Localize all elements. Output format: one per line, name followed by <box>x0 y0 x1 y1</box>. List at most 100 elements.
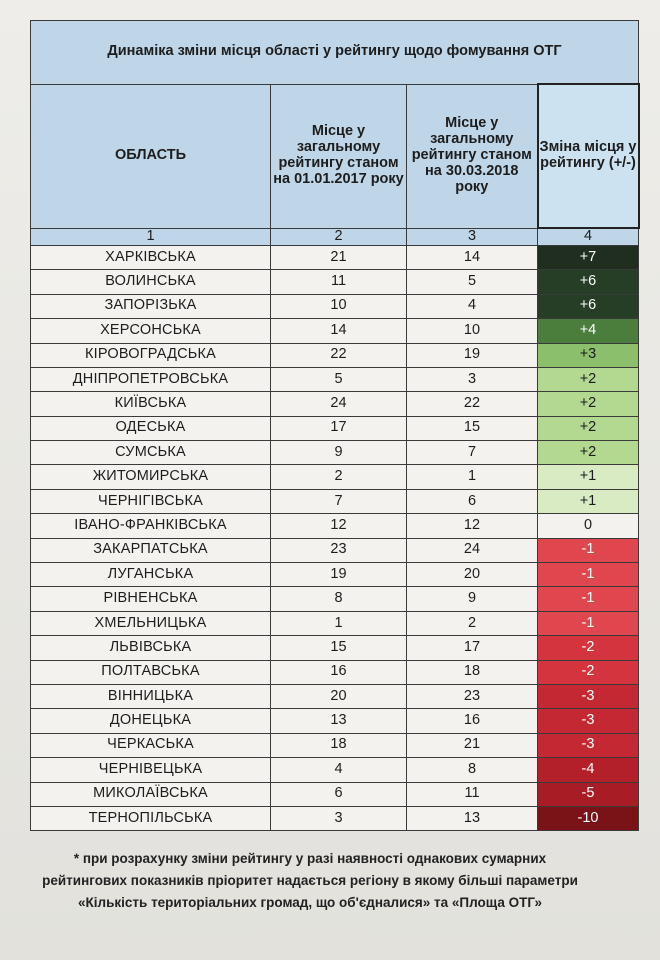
place-2017-cell: 3 <box>270 805 407 832</box>
table-row: ВОЛИНСЬКА 11 5 +6 <box>30 269 639 295</box>
region-cell: СУМСЬКА <box>30 440 271 466</box>
table-row: ХАРКІВСЬКА 21 14 +7 <box>30 244 639 271</box>
place-2017-cell: 9 <box>270 440 407 466</box>
change-cell: +6 <box>537 269 639 295</box>
table-row: ОДЕСЬКА 17 15 +2 <box>30 415 639 442</box>
header-place-2018: Місце у загальному рейтингу станом на 30… <box>406 83 538 229</box>
change-cell: -10 <box>537 805 639 832</box>
region-cell: ВОЛИНСЬКА <box>30 269 271 295</box>
place-2018-cell: 13 <box>406 805 538 832</box>
region-cell: ІВАНО-ФРАНКІВСЬКА <box>30 513 271 539</box>
table-row: ЖИТОМИРСЬКА 2 1 +1 <box>30 464 639 490</box>
change-cell: +1 <box>537 464 639 490</box>
place-2018-cell: 17 <box>406 635 538 661</box>
table-row: ДОНЕЦЬКА 13 16 -3 <box>30 708 639 734</box>
region-cell: ВІННИЦЬКА <box>30 683 271 710</box>
change-cell: -2 <box>537 635 639 661</box>
change-cell: +2 <box>537 391 639 417</box>
region-cell: ЗАКАРПАТСЬКА <box>30 537 271 564</box>
change-cell: +2 <box>537 415 639 442</box>
place-2018-cell: 8 <box>406 757 538 783</box>
table-title: Динаміка зміни місця області у рейтингу … <box>30 20 639 85</box>
table-row: ЗАПОРІЗЬКА 10 4 +6 <box>30 293 639 320</box>
place-2018-cell: 14 <box>406 244 538 271</box>
region-cell: КИЇВСЬКА <box>30 391 271 417</box>
change-cell: +2 <box>537 366 639 393</box>
region-cell: ЖИТОМИРСЬКА <box>30 464 271 490</box>
header-region: ОБЛАСТЬ <box>30 83 271 229</box>
rating-table: Динаміка зміни місця області у рейтингу … <box>30 20 640 832</box>
region-cell: РІВНЕНСЬКА <box>30 586 271 612</box>
change-cell: -1 <box>537 562 639 588</box>
place-2018-cell: 6 <box>406 488 538 515</box>
place-2017-cell: 6 <box>270 781 407 807</box>
column-number-row: 1 2 3 4 <box>30 227 639 246</box>
change-cell: -3 <box>537 732 639 759</box>
header-change: Зміна місця у рейтингу (+/-) <box>536 83 640 229</box>
change-cell: +7 <box>537 244 639 271</box>
table-row: ВІННИЦЬКА 20 23 -3 <box>30 683 639 710</box>
place-2017-cell: 8 <box>270 586 407 612</box>
place-2018-cell: 7 <box>406 440 538 466</box>
place-2017-cell: 14 <box>270 318 407 344</box>
place-2017-cell: 5 <box>270 366 407 393</box>
region-cell: ЛУГАНСЬКА <box>30 562 271 588</box>
table-row: СУМСЬКА 9 7 +2 <box>30 440 639 466</box>
table-row: МИКОЛАЇВСЬКА 6 11 -5 <box>30 781 639 807</box>
place-2018-cell: 15 <box>406 415 538 442</box>
table-row: ІВАНО-ФРАНКІВСЬКА 12 12 0 <box>30 513 639 539</box>
place-2017-cell: 12 <box>270 513 407 539</box>
table-row: ХМЕЛЬНИЦЬКА 1 2 -1 <box>30 610 639 637</box>
place-2018-cell: 3 <box>406 366 538 393</box>
table-row: ЧЕРНІВЕЦЬКА 4 8 -4 <box>30 757 639 783</box>
change-cell: 0 <box>537 513 639 539</box>
place-2017-cell: 13 <box>270 708 407 734</box>
place-2017-cell: 2 <box>270 464 407 490</box>
change-cell: -3 <box>537 683 639 710</box>
table-row: ПОЛТАВСЬКА 16 18 -2 <box>30 659 639 685</box>
place-2018-cell: 24 <box>406 537 538 564</box>
change-cell: +1 <box>537 488 639 515</box>
place-2017-cell: 21 <box>270 244 407 271</box>
column-number: 1 <box>30 227 271 246</box>
table-row: КИЇВСЬКА 24 22 +2 <box>30 391 639 417</box>
place-2018-cell: 12 <box>406 513 538 539</box>
place-2017-cell: 19 <box>270 562 407 588</box>
table-row: ЛЬВІВСЬКА 15 17 -2 <box>30 635 639 661</box>
table-row: ДНІПРОПЕТРОВСЬКА 5 3 +2 <box>30 366 639 393</box>
place-2018-cell: 23 <box>406 683 538 710</box>
place-2018-cell: 21 <box>406 732 538 759</box>
change-cell: -4 <box>537 757 639 783</box>
table-body: ХАРКІВСЬКА 21 14 +7 ВОЛИНСЬКА 11 5 +6 ЗАПОРІЗЬКА… <box>30 244 639 832</box>
header-place-2017: Місце у загальному рейтингу станом на 01… <box>270 83 407 229</box>
place-2018-cell: 5 <box>406 269 538 295</box>
place-2018-cell: 16 <box>406 708 538 734</box>
place-2017-cell: 4 <box>270 757 407 783</box>
place-2017-cell: 16 <box>270 659 407 685</box>
place-2018-cell: 10 <box>406 318 538 344</box>
table-row: КІРОВОГРАДСЬКА 22 19 +3 <box>30 342 639 368</box>
place-2017-cell: 18 <box>270 732 407 759</box>
place-2018-cell: 1 <box>406 464 538 490</box>
place-2017-cell: 20 <box>270 683 407 710</box>
region-cell: ХМЕЛЬНИЦЬКА <box>30 610 271 637</box>
place-2018-cell: 22 <box>406 391 538 417</box>
region-cell: ЧЕРНІВЕЦЬКА <box>30 757 271 783</box>
column-number: 4 <box>537 227 639 246</box>
region-cell: ОДЕСЬКА <box>30 415 271 442</box>
place-2018-cell: 19 <box>406 342 538 368</box>
region-cell: ХЕРСОНСЬКА <box>30 318 271 344</box>
table-row: ЧЕРНІГІВСЬКА 7 6 +1 <box>30 488 639 515</box>
region-cell: МИКОЛАЇВСЬКА <box>30 781 271 807</box>
place-2017-cell: 10 <box>270 293 407 320</box>
region-cell: ЧЕРКАСЬКА <box>30 732 271 759</box>
place-2017-cell: 24 <box>270 391 407 417</box>
change-cell: -1 <box>537 537 639 564</box>
region-cell: ДНІПРОПЕТРОВСЬКА <box>30 366 271 393</box>
region-cell: ТЕРНОПІЛЬСЬКА <box>30 805 271 832</box>
change-cell: +2 <box>537 440 639 466</box>
change-cell: +4 <box>537 318 639 344</box>
region-cell: ПОЛТАВСЬКА <box>30 659 271 685</box>
place-2017-cell: 23 <box>270 537 407 564</box>
place-2018-cell: 20 <box>406 562 538 588</box>
